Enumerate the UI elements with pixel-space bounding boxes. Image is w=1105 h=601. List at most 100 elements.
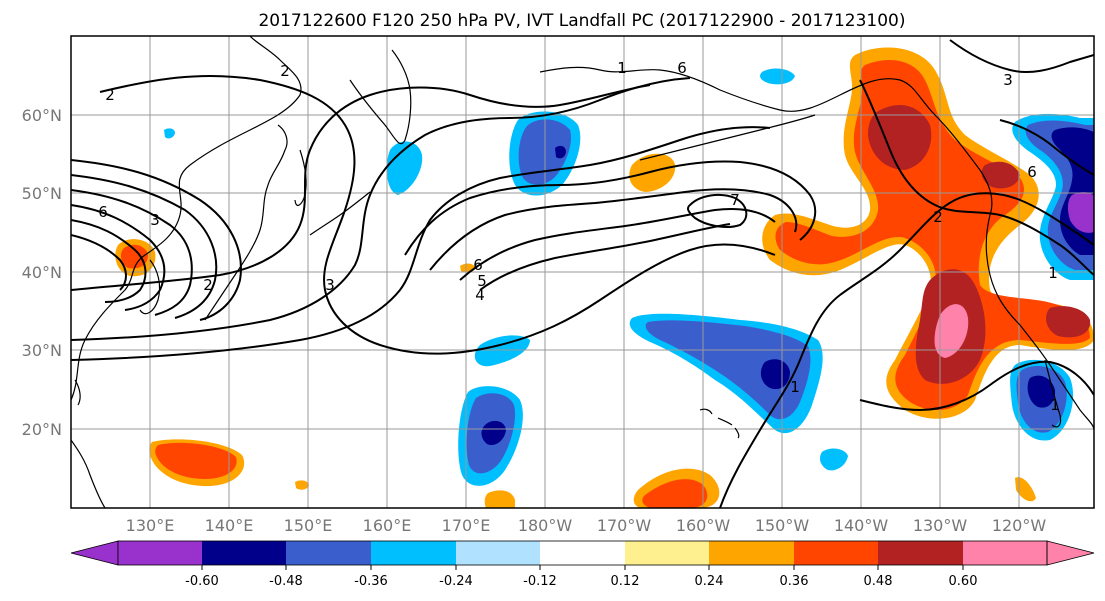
contour-label: 3	[1003, 71, 1013, 89]
contour-11	[404, 160, 817, 256]
contour-4	[71, 204, 166, 311]
contour-6	[71, 234, 127, 291]
lon-label: 160°W	[676, 516, 731, 535]
colorbar-segment	[540, 541, 625, 565]
coast-hawaii	[699, 408, 740, 439]
lon-label: 130°E	[126, 516, 175, 535]
contour-17	[859, 79, 1094, 276]
coast-kuril	[309, 191, 371, 236]
contour-label: 1	[790, 378, 800, 396]
colorbar-tick-label: 0.36	[780, 574, 809, 589]
lon-label: 160°E	[363, 516, 412, 535]
lon-label: 140°E	[205, 516, 254, 535]
contour-label: 2	[105, 86, 115, 104]
map-title: 2017122600 F120 250 hPa PV, IVT Landfall…	[258, 11, 905, 31]
contour-16	[719, 192, 1094, 508]
colorbar-extend-left	[70, 540, 119, 566]
negative-anomaly-central-dark	[760, 359, 790, 390]
positive-anomaly-aleutian	[629, 153, 676, 192]
positive-anomaly-small-1	[484, 490, 515, 508]
contour-label: 2	[280, 62, 290, 80]
colorbar-tick-label: -0.12	[523, 574, 557, 589]
contour-13	[459, 207, 776, 281]
negative-anomaly-japan	[386, 141, 423, 195]
contour-1	[71, 159, 242, 321]
positive-anomaly-main-core	[775, 60, 1090, 411]
lon-label: 170°W	[597, 516, 652, 535]
colorbar-tick-labels: -0.60 -0.48 -0.36 -0.24 -0.12 0.12 0.24 …	[185, 574, 977, 589]
contour-labels: 2 6 3 2 3 6 5 4 7 1 2 6 1 1 6 1 3 2	[98, 59, 1060, 414]
map-content: 2 6 3 2 3 6 5 4 7 1 2 6 1 1 6 1 3 2	[71, 36, 1094, 508]
negative-anomaly-pacific-mid	[474, 335, 530, 367]
colorbar-segment	[286, 541, 371, 565]
contour-label: 2	[203, 276, 213, 294]
coast-japan	[204, 124, 288, 321]
contour-label: 4	[475, 286, 485, 304]
contour-12	[429, 188, 798, 271]
contour-19	[999, 119, 1094, 176]
lat-label: 30°N	[22, 341, 62, 360]
contour-label: 1	[1048, 264, 1058, 282]
lon-label: 180°W	[518, 516, 573, 535]
positive-anomaly-dark-3	[981, 161, 1020, 189]
lon-label: 130°W	[913, 516, 968, 535]
positive-anomaly-pink	[934, 304, 969, 358]
lat-label: 50°N	[22, 184, 62, 203]
coast-korea	[139, 259, 161, 315]
positive-anomaly-small-4	[1015, 477, 1036, 502]
coast-philippines	[71, 439, 106, 508]
lon-label: 140°W	[834, 516, 889, 535]
lat-label: 40°N	[22, 263, 62, 282]
contour-label: 1	[617, 59, 627, 77]
colorbar-border	[117, 540, 1048, 566]
colorbar-tick-label: 0.60	[949, 574, 978, 589]
contour-20	[859, 360, 1094, 412]
colorbar-tick-label: -0.48	[269, 574, 303, 589]
contour-label: 1	[1050, 396, 1060, 414]
colorbar-ticks	[201, 565, 964, 570]
colorbar-segment	[878, 541, 963, 565]
colorbar-segment	[456, 541, 540, 565]
contour-2	[71, 174, 218, 319]
negative-anomaly-bering	[760, 68, 795, 85]
positive-anomaly-south-mid-core	[642, 479, 708, 508]
contour-label: 6	[473, 256, 483, 274]
coast-aleutians	[639, 114, 816, 161]
lon-label: 150°E	[284, 516, 333, 535]
lon-label: 120°W	[992, 516, 1047, 535]
lat-label: 60°N	[22, 106, 62, 125]
contour-8	[71, 84, 651, 291]
negative-anomaly-east-purple	[1067, 192, 1094, 233]
longitude-labels: 130°E 140°E 150°E 160°E 170°E 180°W 170°…	[126, 516, 1047, 535]
positive-anomaly-small-2	[295, 480, 309, 490]
lon-label: 170°E	[442, 516, 491, 535]
shaded-anomalies	[115, 47, 1094, 508]
coast-alaska	[539, 66, 993, 216]
latitude-labels: 60°N 50°N 40°N 30°N 20°N	[22, 106, 62, 439]
contour-9	[71, 77, 691, 341]
negative-anomaly-gulf-dark	[555, 145, 566, 159]
contour-label: 6	[1027, 163, 1037, 181]
coast-asia-mainland	[71, 36, 302, 401]
colorbar: -0.60 -0.48 -0.36 -0.24 -0.12 0.12 0.24 …	[70, 540, 1095, 589]
negative-anomaly-small-2	[164, 128, 175, 139]
pv-contours	[71, 39, 1094, 508]
colorbar-segment	[118, 541, 202, 565]
contour-label: 3	[325, 276, 335, 294]
colorbar-tick-label: 0.24	[695, 574, 724, 589]
contour-3	[71, 189, 193, 316]
contour-15	[686, 193, 748, 228]
positive-anomaly-south-west-core	[155, 442, 237, 479]
contour-5	[71, 219, 147, 303]
colorbar-segment	[202, 541, 286, 565]
colorbar-extend-right	[1046, 540, 1095, 566]
coast-kamchatka	[349, 49, 412, 145]
colorbar-segment	[794, 541, 878, 565]
negative-anomaly-small-1	[820, 448, 848, 471]
positive-anomaly-asia-core	[120, 244, 148, 269]
colorbar-segment	[371, 541, 456, 565]
contour-label: 6	[98, 203, 108, 221]
lon-label: 150°W	[755, 516, 810, 535]
positive-anomaly-dark-4	[1046, 306, 1091, 338]
